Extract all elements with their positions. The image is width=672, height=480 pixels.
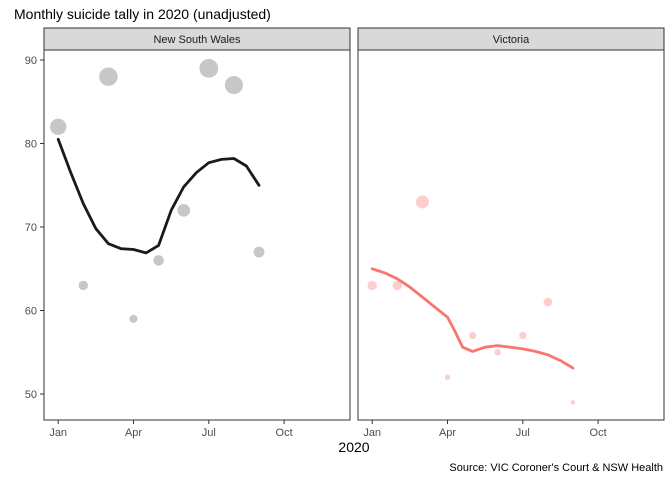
trend-line-new-south-wales	[56, 137, 261, 255]
data-point-new-south-wales-5	[153, 255, 164, 266]
panel-strip-label-new-south-wales: New South Wales	[153, 34, 241, 46]
data-point-victoria-8	[543, 297, 553, 307]
x-tick-label-jul-victoria: Jul	[516, 427, 530, 439]
data-point-new-south-wales-1	[50, 118, 67, 135]
y-tick-label-80: 80	[25, 139, 37, 151]
chart-panels: New South Wales Jan Apr Jul Oct Victoria Jan Ap…	[25, 27, 665, 439]
data-point-new-south-wales-3	[99, 67, 118, 86]
x-tick-label-jan-new-south-wales: Jan	[49, 427, 67, 439]
data-point-victoria-5	[468, 331, 477, 340]
trend-line-victoria	[370, 267, 575, 370]
y-axis: 50 60 70 80 90	[25, 55, 44, 401]
data-point-new-south-wales-8	[224, 76, 243, 95]
y-tick-label-50: 50	[25, 389, 37, 401]
data-point-new-south-wales-7	[199, 58, 219, 78]
x-tick-label-oct-victoria: Oct	[590, 427, 607, 439]
panel-victoria: Victoria Jan Apr Jul Oct	[357, 27, 665, 439]
data-point-victoria-3	[415, 195, 429, 209]
chart-caption: Source: VIC Coroner's Court & NSW Health	[449, 462, 663, 474]
data-point-victoria-1	[367, 280, 377, 291]
panel-new-south-wales: New South Wales Jan Apr Jul Oct	[43, 27, 351, 439]
data-point-new-south-wales-2	[78, 280, 89, 291]
x-tick-label-oct-new-south-wales: Oct	[276, 427, 293, 439]
panel-frame-victoria	[357, 49, 665, 421]
x-tick-label-jan-victoria: Jan	[363, 427, 381, 439]
data-point-new-south-wales-6	[177, 203, 191, 217]
data-point-victoria-9	[570, 400, 576, 405]
data-point-victoria-7	[519, 331, 527, 340]
y-tick-label-90: 90	[25, 55, 37, 67]
data-point-new-south-wales-9	[253, 246, 265, 258]
y-tick-label-70: 70	[25, 222, 37, 234]
data-point-victoria-6	[494, 348, 501, 356]
data-point-victoria-2	[392, 280, 403, 291]
panel-frame-new-south-wales	[43, 49, 351, 421]
panel-strip-label-victoria: Victoria	[493, 34, 530, 46]
x-tick-label-apr-new-south-wales: Apr	[125, 427, 142, 439]
data-point-new-south-wales-4	[129, 314, 138, 323]
x-tick-label-apr-victoria: Apr	[439, 427, 456, 439]
y-tick-label-60: 60	[25, 306, 37, 318]
data-point-victoria-4	[444, 374, 451, 381]
x-tick-label-jul-new-south-wales: Jul	[202, 427, 216, 439]
x-axis-title: 2020	[338, 439, 369, 455]
chart-title: Monthly suicide tally in 2020 (unadjuste…	[14, 6, 271, 22]
